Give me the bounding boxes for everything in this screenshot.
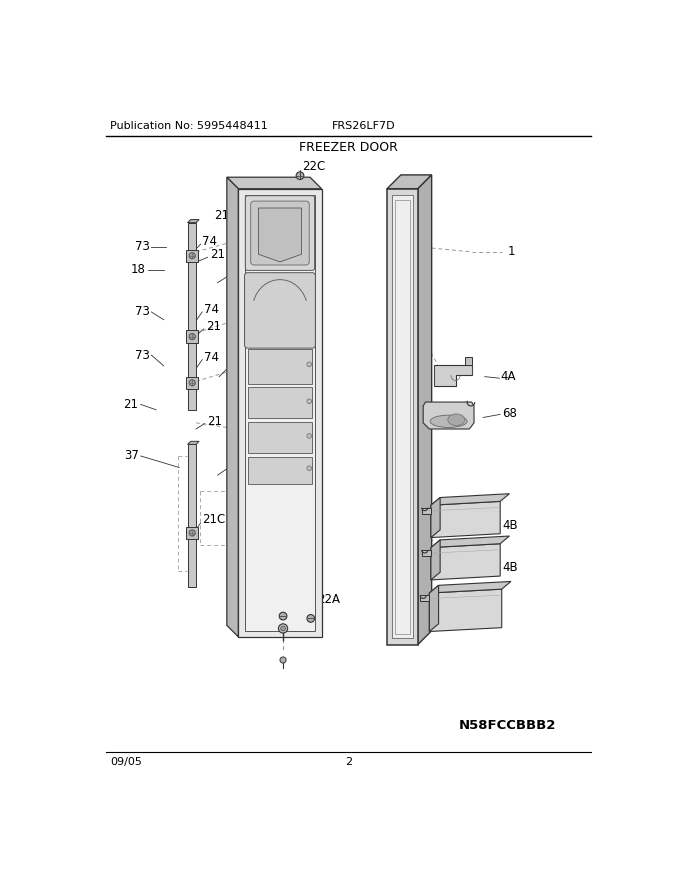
Circle shape: [307, 399, 311, 404]
Text: 13A: 13A: [246, 586, 269, 599]
Circle shape: [189, 530, 195, 536]
Polygon shape: [431, 494, 509, 505]
Bar: [188, 223, 196, 410]
FancyBboxPatch shape: [251, 201, 309, 265]
Bar: [387, 188, 418, 644]
Polygon shape: [431, 539, 440, 580]
Polygon shape: [186, 377, 199, 389]
Text: 37: 37: [124, 450, 139, 463]
Text: 21: 21: [207, 414, 222, 428]
Text: Publication No: 5995448411: Publication No: 5995448411: [109, 121, 267, 131]
Polygon shape: [464, 357, 473, 365]
Circle shape: [307, 362, 311, 367]
Circle shape: [279, 612, 287, 620]
Text: 74: 74: [202, 235, 217, 248]
Polygon shape: [258, 208, 301, 262]
Text: 73: 73: [135, 305, 150, 319]
Text: 09/05: 09/05: [109, 758, 141, 767]
Polygon shape: [418, 175, 432, 644]
Polygon shape: [248, 348, 312, 384]
Polygon shape: [420, 595, 429, 602]
Text: 68: 68: [503, 407, 517, 420]
Text: 73: 73: [135, 240, 150, 253]
Text: 74: 74: [204, 351, 219, 364]
Polygon shape: [429, 585, 439, 632]
Circle shape: [307, 466, 311, 471]
Polygon shape: [431, 544, 500, 580]
Text: 72: 72: [228, 268, 243, 282]
Circle shape: [189, 380, 195, 385]
Polygon shape: [429, 582, 511, 593]
Circle shape: [307, 434, 311, 438]
Text: FREEZER DOOR: FREEZER DOOR: [299, 142, 398, 155]
Polygon shape: [422, 508, 431, 514]
Text: 21: 21: [210, 247, 225, 260]
Polygon shape: [186, 527, 199, 539]
Polygon shape: [227, 177, 322, 188]
Polygon shape: [429, 590, 502, 632]
Polygon shape: [431, 502, 500, 538]
Text: 4A: 4A: [500, 370, 515, 383]
Text: 22C: 22C: [303, 160, 326, 173]
Circle shape: [189, 253, 195, 259]
Text: 21C: 21C: [214, 209, 237, 223]
Text: 21: 21: [206, 320, 221, 334]
Polygon shape: [186, 250, 199, 262]
Text: 21C: 21C: [202, 513, 226, 526]
Polygon shape: [248, 422, 312, 453]
Polygon shape: [387, 175, 432, 188]
Polygon shape: [248, 457, 312, 484]
Ellipse shape: [430, 415, 467, 428]
Text: 18: 18: [131, 263, 146, 276]
Bar: [188, 444, 196, 587]
Text: 4B: 4B: [503, 561, 518, 574]
Text: FRS26LF7D: FRS26LF7D: [332, 121, 395, 131]
Text: 11: 11: [260, 181, 275, 194]
FancyBboxPatch shape: [245, 273, 316, 348]
Text: 1: 1: [508, 246, 515, 259]
Text: 72: 72: [228, 361, 243, 374]
FancyBboxPatch shape: [245, 195, 315, 270]
Polygon shape: [422, 550, 431, 556]
Circle shape: [280, 656, 286, 664]
Polygon shape: [434, 365, 473, 385]
Polygon shape: [431, 536, 509, 547]
Ellipse shape: [448, 414, 464, 426]
Text: 4B: 4B: [503, 518, 518, 532]
Text: N58FCCBBB2: N58FCCBBB2: [459, 719, 556, 732]
Polygon shape: [188, 442, 199, 444]
Circle shape: [296, 172, 304, 180]
Circle shape: [278, 624, 288, 633]
Circle shape: [307, 614, 315, 622]
Bar: [239, 188, 322, 637]
Text: 73: 73: [135, 348, 150, 362]
Text: 21C: 21C: [229, 459, 252, 473]
Bar: [245, 195, 316, 631]
Bar: [392, 195, 413, 639]
Text: 21A: 21A: [268, 613, 291, 627]
Circle shape: [281, 627, 286, 631]
Bar: [394, 200, 410, 634]
Text: 21: 21: [123, 398, 138, 411]
Polygon shape: [227, 177, 239, 637]
Polygon shape: [186, 330, 199, 343]
Circle shape: [189, 334, 195, 340]
Polygon shape: [431, 497, 440, 538]
Polygon shape: [248, 387, 312, 418]
Text: 22A: 22A: [317, 593, 340, 606]
Polygon shape: [188, 219, 199, 223]
Text: 74: 74: [204, 303, 219, 316]
Polygon shape: [423, 402, 474, 429]
Text: 2: 2: [345, 758, 352, 767]
